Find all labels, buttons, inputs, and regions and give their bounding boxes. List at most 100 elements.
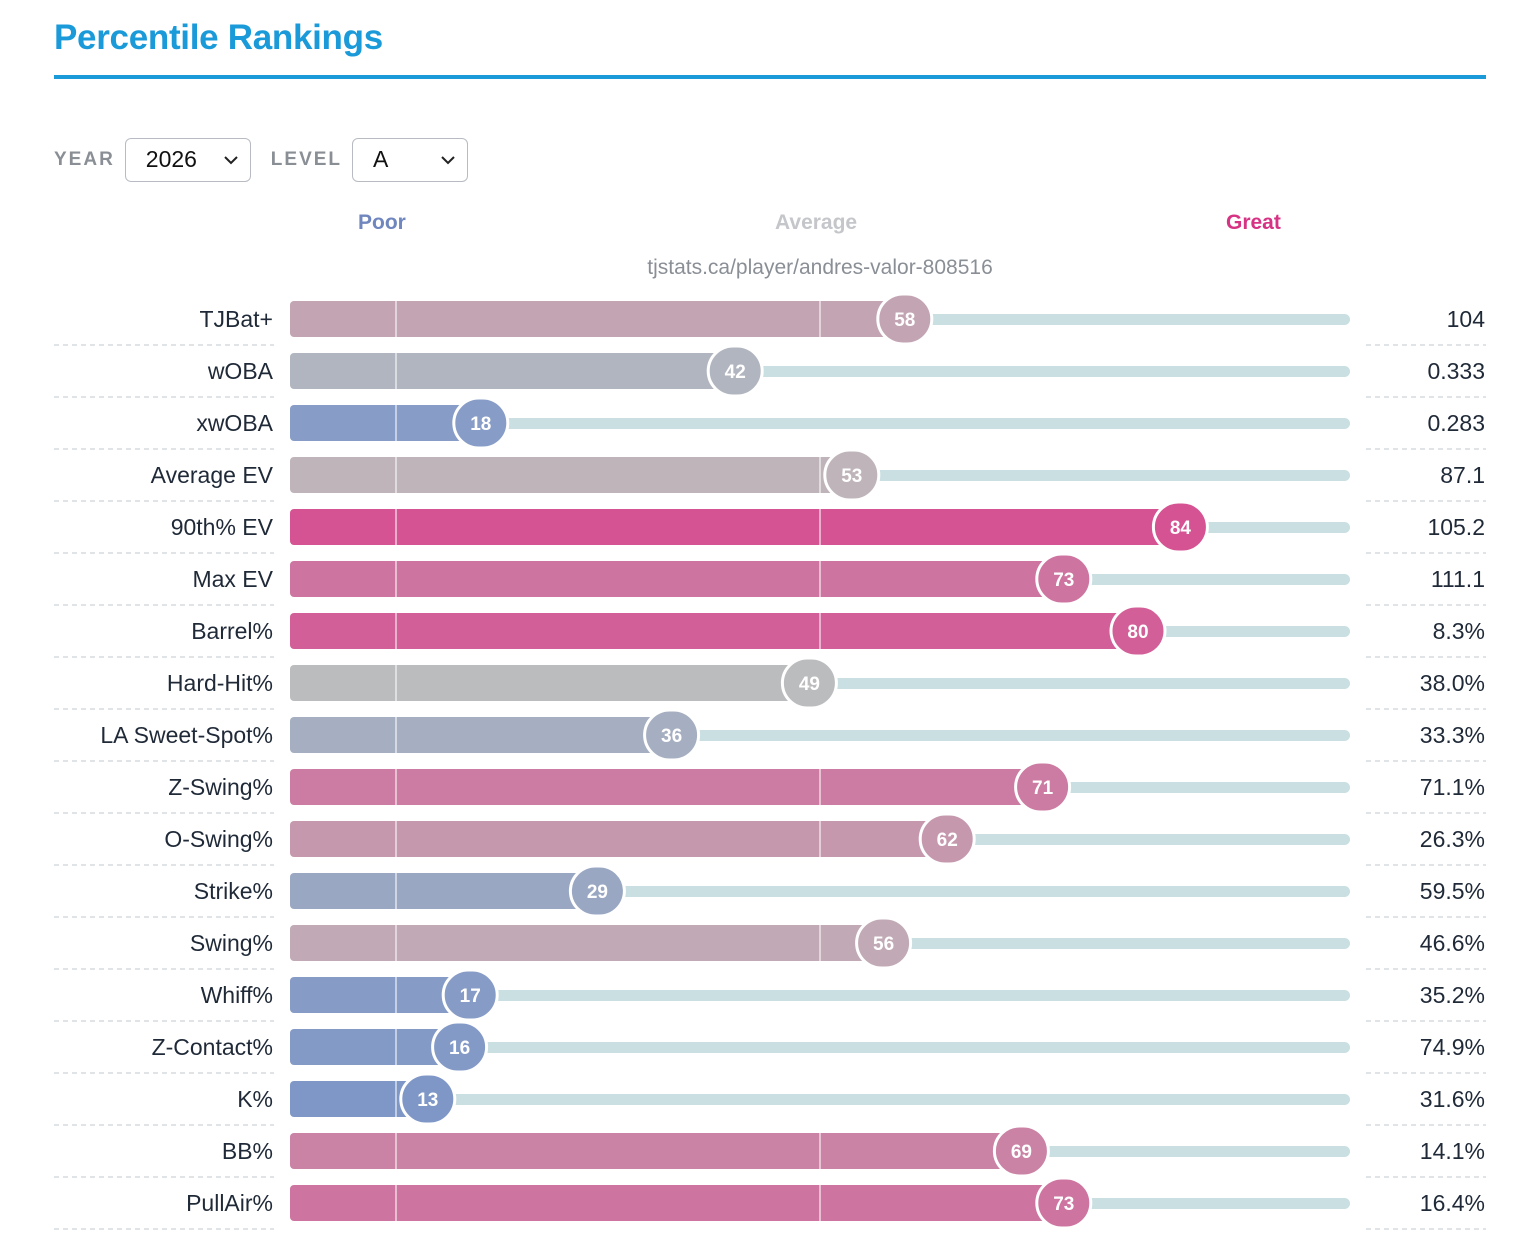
percentile-badge [855, 916, 913, 970]
percentile-badge [441, 968, 499, 1022]
percentile-badge [992, 1124, 1050, 1178]
metric-label: Swing% [190, 930, 273, 956]
legend-poor: Poor [358, 211, 406, 234]
percentile-bar [290, 977, 471, 1013]
metric-label: Z-Swing% [168, 774, 273, 800]
percentile-badge-text: 84 [1170, 518, 1192, 539]
percentile-bar [290, 1185, 1064, 1221]
metric-label: Average EV [151, 462, 274, 488]
percentile-badge-text: 16 [449, 1038, 470, 1059]
metric-value: 111.1 [1431, 566, 1485, 592]
year-select[interactable]: 2026 [124, 137, 251, 182]
percentile-bar [290, 561, 1064, 597]
metric-value: 31.6% [1420, 1086, 1485, 1112]
metric-value: 35.2% [1420, 982, 1485, 1008]
metric-value: 16.4% [1420, 1190, 1485, 1216]
percentile-badge-text: 36 [661, 726, 682, 747]
percentile-badge [1151, 500, 1209, 554]
metric-label: O-Swing% [164, 826, 273, 852]
metric-label: BB% [222, 1138, 273, 1164]
level-select[interactable]: A [352, 137, 469, 182]
metric-value: 87.1 [1440, 462, 1485, 488]
metric-label: 90th% EV [171, 514, 274, 540]
percentile-badge-text: 49 [799, 674, 820, 695]
level-select-value: A [373, 146, 389, 172]
percentile-badge [1035, 1176, 1093, 1230]
percentile-badge [780, 656, 838, 710]
percentile-bar [290, 769, 1043, 805]
percentile-badge-text: 29 [587, 882, 608, 903]
metric-label: TJBat+ [199, 306, 273, 332]
metric-label: PullAir% [186, 1190, 273, 1216]
percentile-badge-text: 71 [1032, 778, 1054, 799]
metric-value: 59.5% [1420, 878, 1485, 904]
percentile-bar [290, 353, 736, 389]
metric-value: 38.0% [1420, 670, 1485, 696]
percentile-bar [290, 613, 1138, 649]
metric-value: 74.9% [1420, 1034, 1485, 1060]
percentile-badge [876, 292, 934, 346]
legend-great: Great [1226, 211, 1281, 234]
chevron-down-icon [441, 155, 455, 164]
metric-label: Barrel% [191, 618, 273, 644]
bar-track [290, 418, 1350, 429]
bar-track [290, 1042, 1350, 1053]
metric-label: Whiff% [201, 982, 273, 1008]
percentile-badge-text: 13 [417, 1090, 438, 1111]
metric-value: 105.2 [1427, 514, 1485, 540]
metric-value: 46.6% [1420, 930, 1485, 956]
percentile-badge [823, 448, 881, 502]
percentile-badge-text: 42 [725, 362, 746, 383]
metric-label: xwOBA [196, 410, 273, 436]
percentile-badge [452, 396, 510, 450]
percentile-badge-text: 73 [1053, 570, 1074, 591]
metric-value: 8.3% [1433, 618, 1485, 644]
percentile-badge-text: 56 [873, 934, 894, 955]
percentile-badge [918, 812, 976, 866]
percentile-bar [290, 925, 884, 961]
percentile-badge [568, 864, 626, 918]
percentile-bar [290, 665, 810, 701]
percentile-badge [399, 1072, 457, 1126]
metric-label: wOBA [207, 358, 274, 384]
filter-controls: YEAR 2026 LEVEL A [54, 136, 469, 183]
percentile-bar [290, 405, 481, 441]
metric-value: 0.333 [1427, 358, 1485, 384]
year-label: YEAR [54, 148, 115, 170]
metric-label: Z-Contact% [152, 1034, 273, 1060]
percentile-badge-text: 18 [470, 414, 491, 435]
percentile-bar [290, 873, 598, 909]
metric-label: Hard-Hit% [167, 670, 273, 696]
percentile-badge-text: 73 [1053, 1194, 1074, 1215]
percentile-badge-text: 17 [460, 986, 481, 1007]
percentile-bar [290, 717, 672, 753]
metric-value: 71.1% [1420, 774, 1485, 800]
percentile-bar [290, 1081, 428, 1117]
metric-value: 0.283 [1427, 410, 1485, 436]
metric-value: 33.3% [1420, 722, 1485, 748]
metric-value: 104 [1447, 306, 1486, 332]
metric-value: 14.1% [1420, 1138, 1485, 1164]
percentile-badge-text: 80 [1127, 622, 1148, 643]
year-select-value: 2026 [145, 146, 197, 172]
percentile-badge-text: 53 [841, 466, 862, 487]
percentile-badge [1109, 604, 1167, 658]
percentile-badge-text: 69 [1011, 1142, 1032, 1163]
metric-label: LA Sweet-Spot% [100, 722, 273, 748]
percentile-badge [1014, 760, 1072, 814]
legend-average: Average [775, 211, 858, 234]
percentile-bar [290, 509, 1181, 545]
title-divider [54, 75, 1486, 79]
percentile-bar [290, 457, 852, 493]
percentile-bar [290, 1133, 1022, 1169]
level-label: LEVEL [270, 148, 343, 170]
metric-label: K% [237, 1086, 273, 1112]
bar-track [290, 990, 1350, 1001]
percentile-badge-text: 58 [894, 310, 915, 331]
percentile-badge [1035, 552, 1093, 606]
percentile-badge [431, 1020, 489, 1074]
player-url: tjstats.ca/player/andres-valor-808516 [647, 256, 993, 279]
percentile-bar [290, 821, 948, 857]
percentile-badge-text: 62 [937, 830, 958, 851]
